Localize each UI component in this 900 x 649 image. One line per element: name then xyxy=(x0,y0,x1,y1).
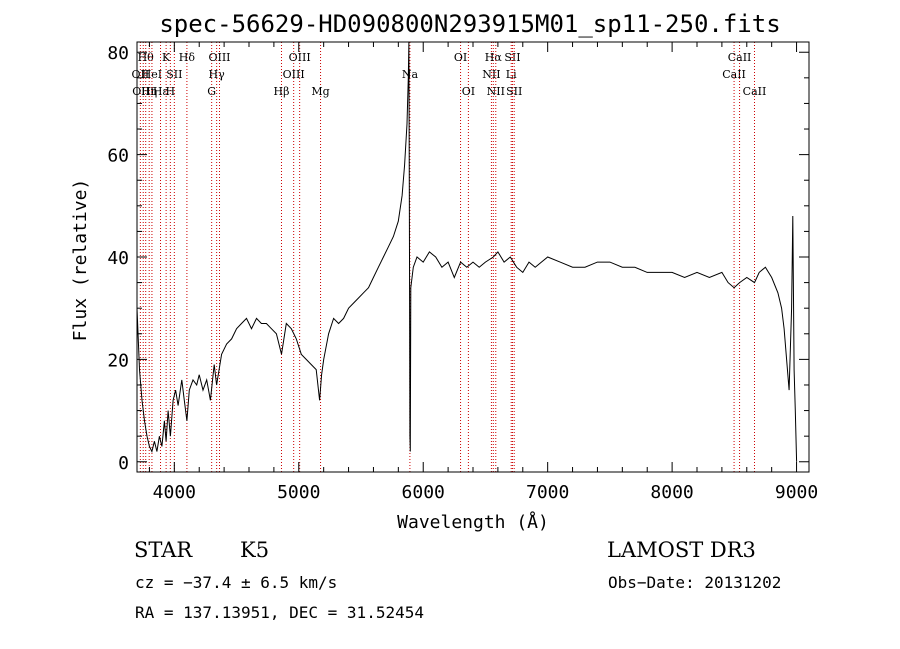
spectral-line-label: OIII xyxy=(208,51,230,64)
y-axis-label: Flux (relative) xyxy=(70,179,91,342)
y-tick-label: 80 xyxy=(107,43,129,64)
spectral-line-label: Hβ xyxy=(274,85,290,98)
spectral-line-label: SII xyxy=(504,51,520,64)
spectral-line-markers: OII OIII Hθ Hη HeI Hε K H SII Hδ G Hγ OIII Hβ OIII OIII… xyxy=(132,42,767,472)
spectral-line-label: SII xyxy=(506,85,522,98)
redshift-cz: cz = −37.4 ± 6.5 km/s xyxy=(135,573,338,592)
x-tick-label: 7000 xyxy=(526,482,569,503)
y-tick-label: 40 xyxy=(107,248,129,269)
x-tick-label: 6000 xyxy=(402,482,445,503)
ra-dec-coordinates: RA = 137.13951, DEC = 31.52454 xyxy=(135,603,424,622)
spectral-line-label: Hε xyxy=(153,85,169,98)
spectral-line-label: CaII xyxy=(743,85,767,98)
spectral-line-label: G xyxy=(207,85,216,98)
chart-title: spec-56629-HD090800N293915M01_sp11-250.f… xyxy=(159,10,780,38)
y-tick-label: 20 xyxy=(107,350,129,371)
spectral-line-label: Mg xyxy=(311,85,329,98)
spectral-line-label: CaII xyxy=(728,51,752,64)
spectral-line-label: Hθ xyxy=(138,51,155,64)
spectral-line-label: SII xyxy=(166,68,182,81)
spectral-line-label: OI xyxy=(454,51,467,64)
survey-name: LAMOST DR3 xyxy=(607,538,756,562)
spectral-line-label: Hδ xyxy=(179,51,196,64)
spectral-line-label: OII xyxy=(132,68,150,81)
spectral-line-label: Na xyxy=(402,68,419,81)
spectral-line-label: OIII xyxy=(132,85,154,98)
spectral-line-label: CaII xyxy=(722,68,746,81)
spectral-line-label: OI xyxy=(462,85,475,98)
y-tick-label: 0 xyxy=(118,453,129,474)
spectral-line-label: OIII xyxy=(289,51,311,64)
spectral-line-label: Hγ xyxy=(209,68,226,81)
object-class: STAR xyxy=(134,538,193,562)
x-tick-label: 9000 xyxy=(775,482,818,503)
spectral-line-label: HeI xyxy=(142,68,162,81)
spectral-line-label: H xyxy=(166,85,176,98)
observation-date: Obs−Date: 20131202 xyxy=(608,573,782,592)
spectral-line-label: Li xyxy=(506,68,517,81)
x-axis: 4000 5000 6000 7000 8000 9000 xyxy=(148,42,818,503)
x-axis-label: Wavelength (Å) xyxy=(397,511,549,533)
plot-frame xyxy=(136,41,810,473)
spectral-line-label: K xyxy=(162,51,171,64)
spectral-line-label: OIII xyxy=(283,68,305,81)
y-axis: 0 20 40 60 80 xyxy=(107,43,809,474)
object-subclass: K5 xyxy=(240,538,270,562)
x-tick-label: 8000 xyxy=(650,482,693,503)
spectral-line-label: NII xyxy=(487,85,505,98)
x-tick-label: 4000 xyxy=(153,482,196,503)
spectral-line-label: NII xyxy=(482,68,500,81)
spectrum-line xyxy=(136,41,798,462)
spectral-line-label: Hα xyxy=(485,51,503,64)
spectral-line-label: Hη xyxy=(141,85,157,98)
y-tick-label: 60 xyxy=(107,146,129,167)
x-tick-label: 5000 xyxy=(277,482,320,503)
